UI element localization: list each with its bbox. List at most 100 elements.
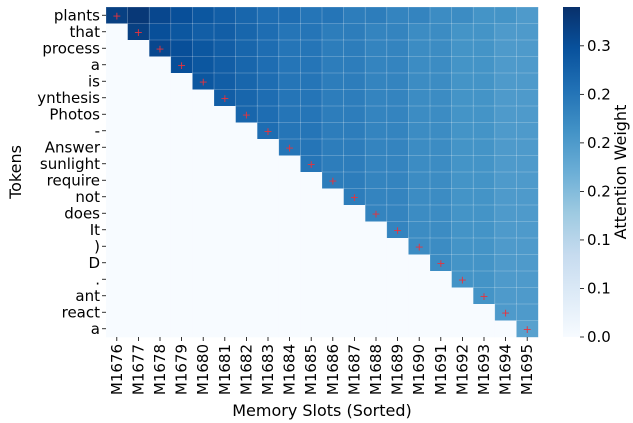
heatmap-cell [213, 72, 237, 91]
heatmap-cell [429, 6, 453, 25]
heatmap-cell [106, 205, 128, 222]
heatmap-cell [256, 72, 280, 91]
heatmap-cell [365, 320, 388, 338]
heatmap-cell [472, 138, 496, 157]
heatmap-cell [429, 122, 453, 140]
heatmap-cell [322, 205, 344, 222]
heatmap-cell [343, 39, 366, 58]
heatmap-cell [343, 23, 366, 41]
heatmap-cell [106, 139, 128, 156]
heatmap-cell [235, 72, 258, 91]
heatmap-cell [386, 56, 409, 74]
diagonal-marker: + [393, 224, 402, 237]
heatmap-cell [106, 238, 128, 255]
heatmap-cell [343, 56, 366, 74]
heatmap-cell [170, 73, 193, 90]
heatmap-cell [494, 221, 517, 239]
x-tick-label: M1686 [324, 344, 342, 395]
heatmap-cell [235, 188, 258, 206]
heatmap-cell [127, 254, 150, 272]
heatmap-cell [127, 139, 150, 156]
y-tick-label: process [42, 39, 100, 57]
heatmap-cell [321, 56, 345, 74]
heatmap-cell [257, 254, 280, 272]
heatmap-cell [278, 188, 301, 206]
heatmap-cell [106, 304, 128, 321]
x-tick-labels: M1676 M1677 M1678 M1679 M1680 M1681 M1682 M1683… [108, 337, 536, 395]
heatmap-cell [386, 287, 409, 305]
colorbar-tick-label: 0.3 [587, 37, 611, 55]
heatmap-cells [105, 6, 539, 338]
heatmap-cell [192, 106, 215, 123]
heatmap-cell [472, 188, 496, 206]
heatmap-cell [170, 221, 193, 239]
heatmap-cell [106, 106, 128, 123]
heatmap-cell [386, 72, 409, 91]
heatmap-cell [149, 287, 172, 305]
heatmap-cell [430, 320, 452, 338]
colorbar-tick-label: 0.2 [587, 182, 611, 200]
heatmap-cell [149, 106, 172, 123]
heatmap-cell [494, 254, 517, 272]
heatmap-cell [472, 270, 496, 289]
heatmap-cell [235, 139, 258, 156]
heatmap-cell [127, 172, 150, 189]
heatmap-cell [127, 56, 150, 74]
heatmap-cell [343, 287, 366, 305]
diagonal-marker: + [285, 141, 294, 154]
heatmap-cell [494, 188, 517, 206]
heatmap-cell [451, 122, 474, 140]
heatmap-cell [148, 6, 172, 25]
heatmap-cell [516, 89, 539, 107]
heatmap-cell [278, 287, 301, 305]
heatmap-cell [170, 188, 193, 206]
heatmap-cell [386, 254, 409, 272]
heatmap-cell [300, 89, 323, 107]
heatmap-cell [106, 155, 128, 173]
heatmap-cell [213, 23, 237, 41]
heatmap-cell [321, 39, 345, 58]
heatmap-cell [149, 205, 172, 222]
y-tick-label: Photos [49, 105, 100, 123]
heatmap-cell [494, 56, 517, 74]
heatmap-cell [278, 122, 301, 140]
x-tick-label: M1684 [281, 344, 299, 395]
heatmap-cell [106, 56, 128, 74]
heatmap-cell [300, 188, 323, 206]
heatmap-cell [170, 320, 193, 338]
heatmap-cell [149, 56, 172, 74]
heatmap-cell [321, 138, 345, 157]
diagonal-marker: + [199, 75, 208, 88]
heatmap-cell [343, 254, 366, 272]
heatmap-cell [494, 171, 517, 190]
heatmap-cell [516, 171, 539, 190]
heatmap-cell [256, 105, 280, 124]
heatmap-cell [106, 287, 128, 305]
heatmap-cell [300, 238, 323, 255]
heatmap-cell [451, 138, 474, 157]
colorbar-label: Attention Weight [611, 105, 630, 240]
heatmap-cell [321, 122, 345, 140]
heatmap-cell [408, 271, 431, 288]
heatmap-cell [451, 171, 474, 190]
heatmap-cell [451, 56, 474, 74]
heatmap-cell [386, 23, 409, 41]
diagonal-marker: + [263, 125, 272, 138]
heatmap-cell [170, 23, 194, 41]
heatmap-cell [214, 122, 236, 140]
heatmap-cell [106, 73, 128, 90]
heatmap-cell [127, 205, 150, 222]
heatmap-cell [235, 6, 258, 25]
y-tick-label: not [75, 188, 100, 206]
heatmap-cell [343, 238, 366, 255]
heatmap-cell [451, 320, 474, 338]
heatmap-cell [278, 6, 301, 25]
heatmap-cell [451, 287, 474, 305]
y-tick-label: ynthesis [37, 89, 100, 107]
heatmap-cell [106, 271, 128, 288]
heatmap-cell [257, 221, 280, 239]
heatmap-cell [364, 138, 388, 157]
heatmap-cell [235, 56, 258, 74]
heatmap-cell [278, 72, 301, 91]
heatmap-cell [149, 304, 172, 321]
